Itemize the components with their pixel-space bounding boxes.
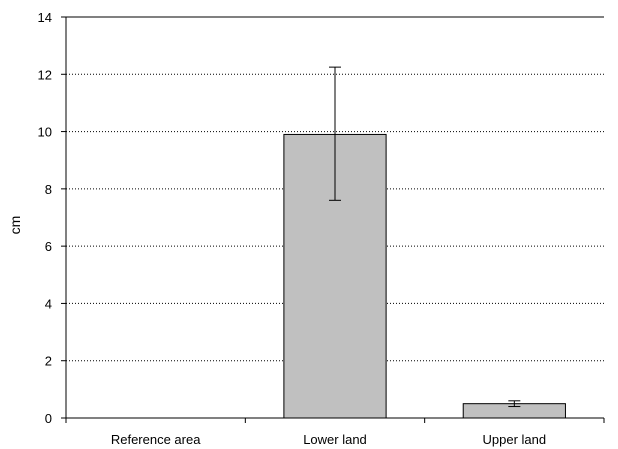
y-tick-label: 14 [38, 10, 52, 25]
y-tick-label: 12 [38, 67, 52, 82]
bars [283, 133, 566, 419]
y-tick-label: 6 [45, 239, 52, 254]
y-tick-label: 0 [45, 411, 52, 426]
x-tick-label: Lower land [303, 432, 367, 447]
y-tick-label: 8 [45, 182, 52, 197]
x-tick-label: Upper land [483, 432, 547, 447]
y-tick-label: 2 [45, 354, 52, 369]
y-tick-label: 4 [45, 296, 52, 311]
y-tick-label: 10 [38, 125, 52, 140]
y-tick-labels: 0 2 4 6 8 10 12 14 [38, 10, 52, 426]
error-bars [329, 66, 521, 408]
y-axis-label: cm [7, 216, 23, 235]
x-tick-labels: Reference area Lower land Upper land [111, 432, 546, 447]
axes [61, 16, 605, 423]
x-tick-label: Reference area [111, 432, 201, 447]
